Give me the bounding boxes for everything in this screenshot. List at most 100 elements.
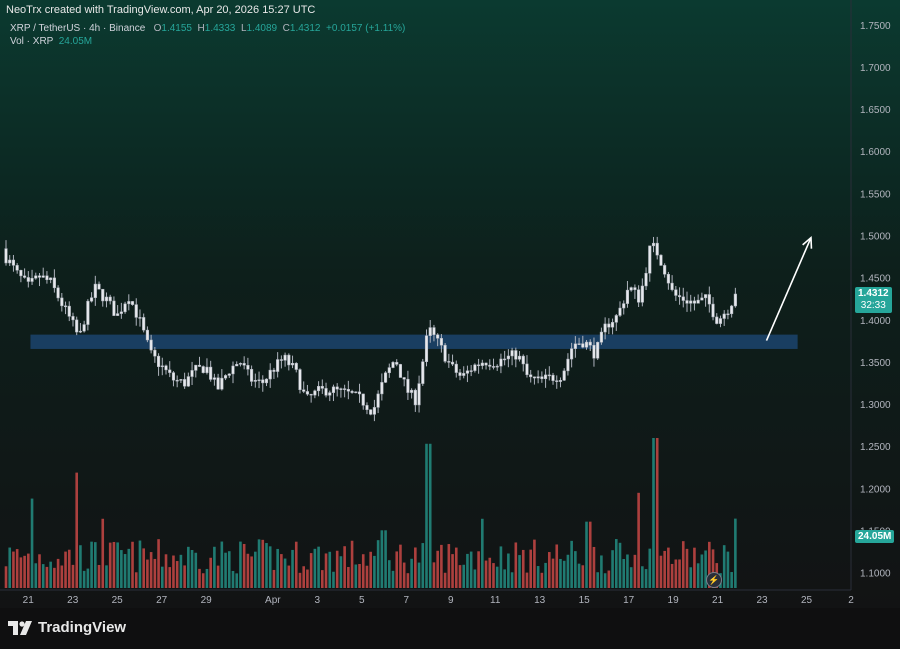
volume-bar (12, 551, 15, 588)
candle-body (52, 277, 56, 289)
volume-bar (291, 549, 294, 588)
volume-bar (681, 541, 685, 588)
volume-bar (399, 544, 402, 588)
candle-body (179, 379, 183, 381)
candle-body (570, 348, 574, 360)
volume-bar (644, 569, 648, 588)
volume-bar (45, 566, 49, 588)
candle-body (372, 407, 376, 415)
x-tick-label: 15 (579, 595, 591, 606)
candle-body (101, 288, 105, 302)
candle-body (153, 349, 157, 357)
candle-body (257, 379, 261, 382)
candle-body (339, 388, 343, 390)
candle-body (90, 297, 94, 302)
ohlc-legend: XRP / TetherUS · 4h · Binance O1.4155 H1… (10, 23, 405, 34)
candle-body (11, 259, 15, 266)
volume-bar (596, 572, 599, 588)
candle-body (209, 366, 213, 380)
x-tick-label: 11 (490, 595, 501, 606)
candle-body (454, 363, 458, 373)
candle-body (499, 358, 503, 367)
replay-lightning-icon[interactable]: ⚡ (706, 572, 722, 588)
candle-body (205, 366, 209, 373)
candle-body (644, 272, 648, 287)
candle-body (544, 374, 548, 380)
volume-bar (600, 555, 603, 588)
candle-body (592, 344, 596, 359)
x-tick-label: 25 (112, 595, 124, 606)
candle-body (566, 358, 570, 372)
volume-bar (283, 558, 287, 588)
volume-bar (231, 570, 235, 588)
volume-bar (179, 554, 183, 588)
support-zone[interactable] (30, 334, 798, 349)
candle-body (581, 343, 585, 348)
volume-bar (380, 530, 384, 588)
candle-body (603, 323, 607, 333)
volume-bar (8, 547, 12, 588)
candle-body (186, 376, 190, 387)
candle-body (183, 379, 187, 387)
volume-bar (641, 566, 644, 588)
candle-body (305, 391, 309, 395)
candle-body (558, 380, 563, 382)
volume-bar (361, 554, 365, 588)
candle-body (450, 361, 455, 365)
candle-body (365, 405, 369, 410)
candle-body (235, 364, 239, 367)
volume-bar (495, 566, 499, 588)
candle-body (171, 372, 176, 381)
candle-body (465, 370, 469, 374)
volume-bar (574, 551, 577, 588)
volume-bar (153, 558, 157, 588)
volume-bar (82, 570, 86, 588)
volume-bar (436, 550, 439, 588)
volume-label[interactable]: Vol · XRP (10, 36, 54, 47)
candle-body (346, 389, 350, 392)
high-value: 1.4333 (204, 23, 236, 34)
candle-body (395, 362, 399, 365)
volume-bar (4, 566, 8, 588)
candle-body (637, 289, 641, 303)
y-tick-label: 1.6000 (860, 147, 891, 158)
volume-bar (280, 554, 283, 588)
y-tick-label: 1.7500 (860, 21, 891, 32)
volume-bar (187, 546, 190, 588)
candle-body (555, 380, 559, 382)
volume-bar (250, 556, 253, 588)
symbol-label[interactable]: XRP / TetherUS · 4h · Binance (10, 23, 146, 34)
volume-bar (618, 542, 622, 588)
volume-bar (734, 518, 737, 588)
candle-body (491, 366, 496, 368)
candle-body (477, 364, 481, 367)
volume-bar (131, 541, 134, 588)
candle-body (618, 307, 622, 316)
trend-arrow-head (802, 235, 813, 249)
volume-bar (414, 547, 417, 588)
volume-bar (235, 573, 239, 588)
candle-body (75, 319, 79, 333)
volume-bar (507, 553, 510, 588)
candle-body (536, 376, 540, 379)
candle-body (30, 277, 34, 282)
candle-body (71, 316, 75, 321)
volume-bar (633, 554, 637, 588)
volume-bar (190, 550, 194, 588)
tradingview-brand: TradingView (38, 619, 127, 636)
x-tick-label: 19 (668, 595, 680, 606)
footer-background (0, 608, 900, 649)
y-tick-label: 1.5000 (860, 232, 891, 243)
candle-body (551, 374, 555, 381)
candle-body (387, 367, 391, 374)
candle-body (380, 382, 384, 395)
volume-bar (540, 572, 544, 588)
candle-body (439, 338, 443, 346)
volume-bar (417, 562, 421, 588)
volume-bar (242, 543, 246, 588)
y-tick-label: 1.3000 (860, 400, 891, 411)
y-tick-label: 1.4500 (860, 274, 891, 285)
trend-arrow-line[interactable] (765, 237, 812, 341)
